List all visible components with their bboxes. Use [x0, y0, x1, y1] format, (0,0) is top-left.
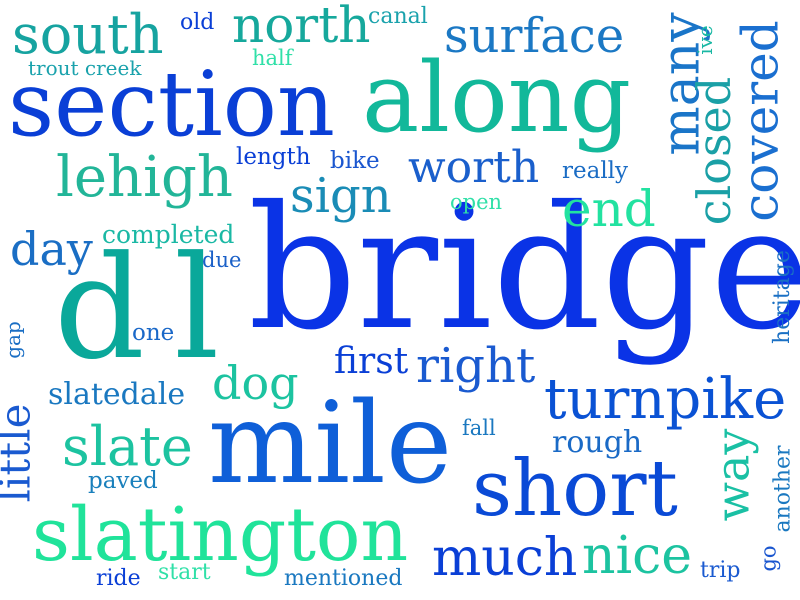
word-due: due: [202, 248, 242, 272]
word-start: start: [158, 560, 211, 585]
word-nice: nice: [582, 526, 693, 586]
word-south: south: [12, 3, 164, 66]
word-first: first: [334, 341, 409, 382]
word-gap: gap: [0, 321, 25, 359]
word-end: end: [562, 180, 656, 238]
word-lehigh: lehigh: [56, 145, 233, 210]
word-dog: dog: [212, 356, 299, 410]
word-half: half: [252, 46, 293, 70]
word-surface: surface: [444, 8, 625, 64]
word-fall: fall: [462, 416, 496, 440]
word-d: d: [54, 226, 145, 391]
word-way: way: [705, 428, 760, 522]
word-ive: ive: [692, 25, 717, 55]
word-worth: worth: [408, 142, 540, 193]
word-section: section: [8, 52, 335, 157]
word-go: go: [756, 545, 781, 572]
word-old: old: [180, 10, 215, 35]
word-bridge: bridge: [248, 170, 800, 368]
word-heritage: heritage: [769, 250, 795, 344]
word-ride: ride: [96, 566, 141, 591]
word-open: open: [450, 190, 503, 214]
word-slatington: slatington: [32, 492, 409, 578]
word-covered: covered: [731, 20, 790, 222]
word-sign: sign: [290, 168, 392, 224]
word-much: much: [432, 528, 578, 588]
word-day: day: [10, 222, 93, 276]
word-canal: canal: [368, 4, 428, 29]
word-paved: paved: [88, 468, 158, 494]
word-slatedale: slatedale: [48, 377, 186, 412]
word-turnpike: turnpike: [544, 367, 787, 432]
word-little: little: [0, 403, 40, 503]
word-bike: bike: [330, 148, 380, 174]
word-l: l: [174, 226, 220, 391]
word-mentioned: mentioned: [284, 566, 403, 591]
word-closed: closed: [687, 76, 742, 226]
word-short: short: [472, 444, 678, 534]
word-slate: slate: [62, 415, 193, 478]
word-right: right: [416, 338, 536, 394]
word-trout-creek: trout creek: [28, 56, 142, 80]
word-north: north: [232, 0, 371, 54]
word-one: one: [132, 320, 175, 346]
word-length: length: [236, 144, 311, 170]
word-really: really: [562, 158, 629, 184]
word-along: along: [362, 42, 632, 154]
word-completed: completed: [102, 220, 235, 249]
word-rough: rough: [552, 425, 643, 460]
word-mile: mile: [208, 379, 453, 509]
word-another: another: [770, 445, 796, 533]
word-trip: trip: [700, 558, 741, 583]
